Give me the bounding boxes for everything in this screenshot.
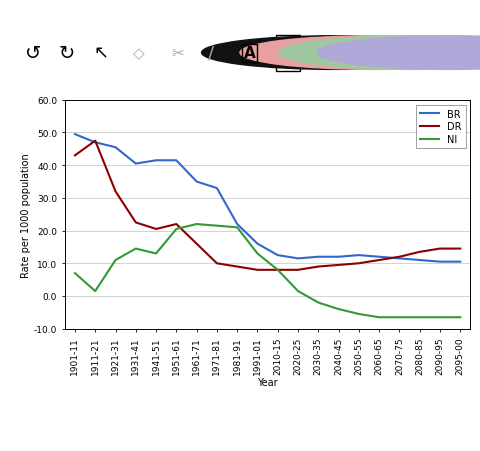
BR [376, 254, 382, 260]
NI [396, 315, 402, 320]
BR [457, 259, 463, 265]
DR [417, 249, 422, 255]
Circle shape [317, 37, 480, 70]
BR [254, 241, 260, 247]
BR [214, 186, 220, 191]
DR [173, 222, 179, 227]
NI [194, 222, 200, 227]
DR [437, 246, 443, 252]
DR [356, 261, 362, 267]
DR [92, 138, 98, 144]
DR [315, 264, 321, 270]
Text: ↖: ↖ [93, 45, 108, 62]
NI [336, 307, 341, 312]
BR [92, 140, 98, 146]
DR [214, 261, 220, 267]
DR [336, 262, 341, 268]
NI [295, 289, 301, 294]
DR [153, 227, 159, 232]
DR [457, 246, 463, 252]
BR [295, 256, 301, 262]
DR [275, 267, 281, 273]
Text: ↻: ↻ [59, 44, 75, 63]
BR [133, 161, 139, 167]
NI [173, 227, 179, 232]
DR [376, 258, 382, 263]
DR [254, 267, 260, 273]
Legend: BR, DR, NI: BR, DR, NI [416, 106, 466, 149]
DR [194, 241, 200, 247]
X-axis label: Year: Year [257, 377, 278, 387]
NI [457, 315, 463, 320]
NI [417, 315, 422, 320]
BR [72, 132, 78, 138]
BR [336, 254, 341, 260]
NI [275, 267, 281, 273]
Y-axis label: Rate per 1000 population: Rate per 1000 population [21, 152, 31, 277]
Line: NI: NI [75, 225, 460, 318]
NI [254, 251, 260, 257]
NI [72, 271, 78, 276]
BR [417, 258, 422, 263]
NI [153, 251, 159, 257]
Circle shape [240, 37, 480, 70]
Line: BR: BR [75, 135, 460, 262]
DR [72, 153, 78, 159]
BR [153, 158, 159, 164]
Text: /: / [208, 45, 214, 62]
BR [173, 158, 179, 164]
Text: A: A [244, 46, 255, 61]
DR [113, 189, 119, 195]
NI [376, 315, 382, 320]
NI [113, 258, 119, 263]
BR [113, 145, 119, 151]
NI [92, 289, 98, 294]
Text: ◇: ◇ [133, 46, 145, 61]
NI [133, 246, 139, 252]
Circle shape [278, 37, 480, 70]
BR [194, 179, 200, 185]
BR [234, 222, 240, 227]
NI [437, 315, 443, 320]
DR [133, 220, 139, 226]
NI [234, 225, 240, 230]
DR [234, 264, 240, 270]
BR [437, 259, 443, 265]
DR [295, 267, 301, 273]
NI [356, 312, 362, 317]
Circle shape [202, 37, 470, 70]
Text: ✂: ✂ [171, 46, 184, 61]
NI [214, 223, 220, 229]
Line: DR: DR [75, 141, 460, 270]
BR [396, 256, 402, 262]
BR [315, 254, 321, 260]
Text: ↺: ↺ [25, 44, 42, 63]
DR [396, 254, 402, 260]
NI [315, 300, 321, 306]
BR [275, 253, 281, 258]
BR [356, 253, 362, 258]
